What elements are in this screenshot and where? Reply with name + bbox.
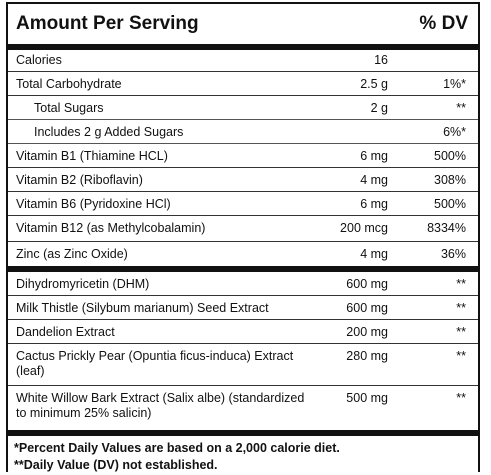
daily-value: 308% [434,173,466,187]
nutrient-row: Cactus Prickly Pear (Opuntia ficus-induc… [8,344,478,386]
header-title: Amount Per Serving [16,13,199,34]
amount: 4 mg [360,247,388,261]
daily-value: ** [456,101,466,115]
amount: 600 mg [346,301,388,315]
amount: 4 mg [360,173,388,187]
nutrient-row: Total Carbohydrate 2.5 g 1%* [8,72,478,96]
nutrient-row: Dandelion Extract 200 mg ** [8,320,478,344]
amount: 16 [374,53,388,67]
amount: 6 mg [360,197,388,211]
nutrient-name: Vitamin B1 (Thiamine HCL) [16,149,168,163]
nutrient-name: Dihydromyricetin (DHM) [16,277,150,291]
nutrient-name: Cactus Prickly Pear (Opuntia ficus-induc… [16,349,294,378]
amount: 6 mg [360,149,388,163]
nutrient-row: Vitamin B6 (Pyridoxine HCl) 6 mg 500% [8,192,478,216]
rows: Calories 16 Total Carbohydrate 2.5 g 1%* Tota… [8,50,478,474]
amount: 280 mg [346,349,388,363]
nutrient-name: Calories [16,53,62,67]
nutrient-name: Milk Thistle (Silybum marianum) Seed Ext… [16,301,269,315]
section: Dihydromyricetin (DHM) 600 mg ** Milk Thist… [8,272,478,430]
nutrient-row: Vitamin B1 (Thiamine HCL) 6 mg 500% [8,144,478,168]
nutrient-row: Milk Thistle (Silybum marianum) Seed Ext… [8,296,478,320]
nutrient-row: Dihydromyricetin (DHM) 600 mg ** [8,272,478,296]
nutrient-row: Includes 2 g Added Sugars 6%* [8,120,478,144]
daily-value: 500% [434,197,466,211]
daily-value: 36% [440,247,466,261]
amount: 2.5 g [360,77,388,91]
nutrient-name: Total Sugars [34,101,104,115]
daily-value: 6%* [443,125,466,139]
nutrient-name: Vitamin B2 (Riboflavin) [16,173,143,187]
daily-value: 500% [434,149,466,163]
nutrient-name: Dandelion Extract [16,325,115,339]
daily-value: ** [456,277,466,291]
daily-value: 8334% [427,221,466,235]
amount: 200 mcg [340,221,388,235]
nutrient-row: Calories 16 [8,50,478,72]
footnotes: *Percent Daily Values are based on a 2,0… [8,436,478,474]
footnote: *Percent Daily Values are based on a 2,0… [14,441,340,455]
nutrient-row: Vitamin B2 (Riboflavin) 4 mg 308% [8,168,478,192]
nutrient-name: Includes 2 g Added Sugars [34,125,184,139]
thick-rule [8,44,478,50]
thick-rule [8,266,478,272]
nutrient-name: Vitamin B12 (as Methylcobalamin) [16,221,206,235]
nutrient-name: Vitamin B6 (Pyridoxine HCl) [16,197,171,211]
daily-value: ** [456,301,466,315]
nutrient-name: White Willow Bark Extract (Salix albe) (… [16,391,305,420]
amount: 500 mg [346,391,388,405]
daily-value: 1%* [443,77,466,91]
nutrient-row: White Willow Bark Extract (Salix albe) (… [8,386,478,430]
daily-value: ** [456,349,466,363]
thick-rule [8,430,478,436]
amount: 600 mg [346,277,388,291]
header: Amount Per Serving % DV [8,4,478,44]
amount: 200 mg [346,325,388,339]
nutrient-row: Total Sugars 2 g ** [8,96,478,120]
section: Calories 16 Total Carbohydrate 2.5 g 1%* Tota… [8,50,478,266]
nutrient-name: Zinc (as Zinc Oxide) [16,247,128,261]
header-dv: % DV [419,13,468,34]
nutrient-row: Zinc (as Zinc Oxide) 4 mg 36% [8,242,478,266]
nutrient-row: Vitamin B12 (as Methylcobalamin) 200 mcg 8… [8,216,478,242]
daily-value: ** [456,325,466,339]
amount: 2 g [370,101,388,115]
nutrient-name: Total Carbohydrate [16,77,122,91]
daily-value: ** [456,391,466,405]
supplement-facts: Amount Per Serving % DV Calories 16 Total … [6,2,480,472]
footnote: **Daily Value (DV) not established. [14,458,218,472]
